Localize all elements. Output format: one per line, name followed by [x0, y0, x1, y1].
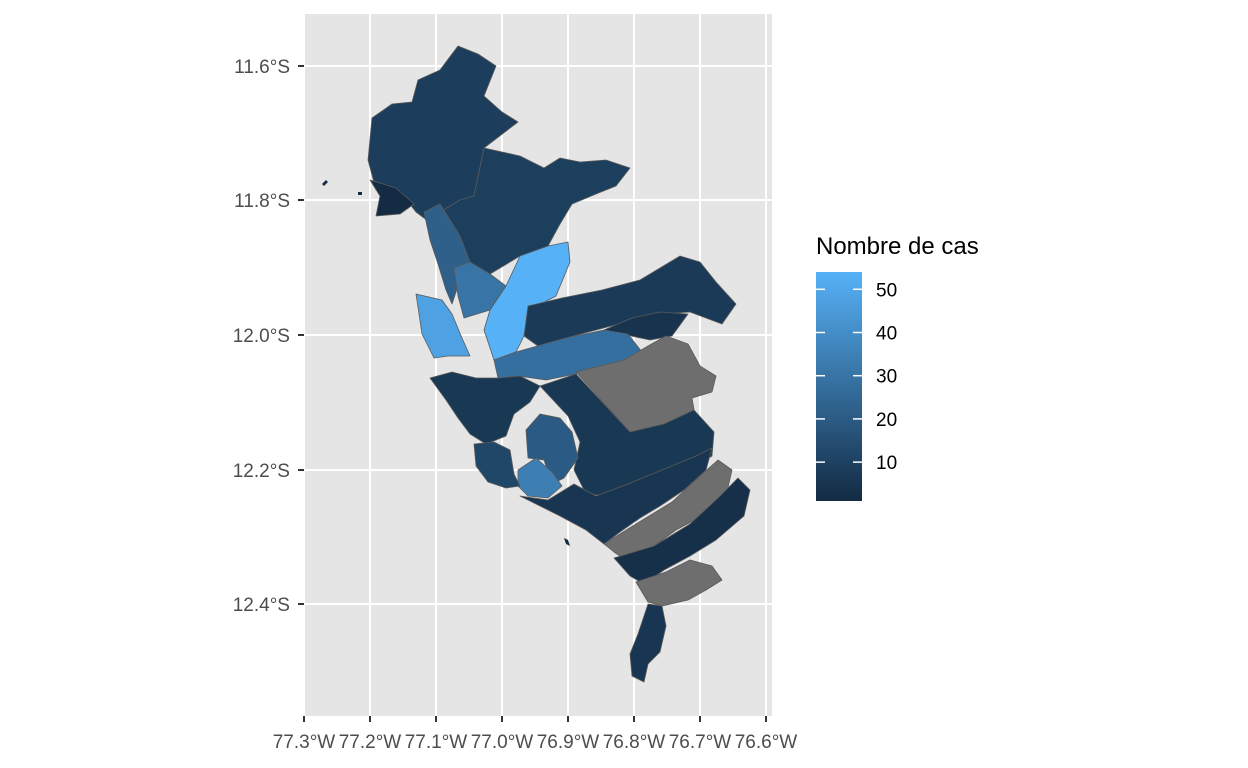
x-tick-label: 76.6°W [735, 732, 798, 753]
district-south-gray [635, 559, 723, 607]
y-tick-label: 11.6°S [234, 57, 290, 78]
legend-label: 30 [876, 367, 897, 388]
y-axis-tick-labels: 11.6°S 11.8°S 12.0°S 12.2°S 12.4°S [233, 57, 290, 616]
x-tick-label: 76.9°W [537, 732, 600, 753]
district-south-tip [629, 603, 667, 683]
x-tick-label: 77.1°W [405, 732, 468, 753]
x-axis-tick-labels: 77.3°W 77.2°W 77.1°W 77.0°W 76.9°W 76.8°W 76.7… [273, 732, 798, 753]
legend-label: 40 [876, 323, 897, 344]
y-tick-label: 11.8°S [234, 191, 290, 212]
y-tick-label: 12.4°S [233, 595, 290, 616]
legend-label: 10 [876, 453, 897, 474]
district-northwest-tip [369, 179, 415, 217]
x-tick-label: 76.7°W [669, 732, 732, 753]
district-urban-core [429, 371, 541, 445]
legend-label: 20 [876, 410, 897, 431]
legend: Nombre de cas 50 40 30 20 10 [816, 233, 979, 501]
y-tick-label: 12.2°S [233, 461, 290, 482]
x-tick-label: 77.2°W [339, 732, 402, 753]
district-coast-left [473, 441, 521, 489]
district-east-upper [523, 255, 737, 347]
district-polygons [367, 45, 751, 683]
legend-ticks: 50 40 30 20 10 [816, 280, 897, 474]
legend-title: Nombre de cas [816, 233, 979, 260]
small-islands [322, 180, 570, 546]
district-south-east [519, 447, 713, 545]
x-tick-label: 76.8°W [603, 732, 666, 753]
axis-ticks [298, 65, 767, 722]
legend-colorbar [816, 272, 862, 501]
y-tick-label: 12.0°S [233, 326, 290, 347]
x-tick-label: 77.0°W [471, 732, 534, 753]
district-south-center-light [517, 457, 563, 499]
legend-label: 50 [876, 280, 897, 301]
district-west-bright [415, 293, 471, 359]
x-tick-label: 77.3°W [273, 732, 336, 753]
